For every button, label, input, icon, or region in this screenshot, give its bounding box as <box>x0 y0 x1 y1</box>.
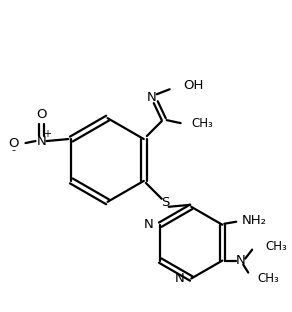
Text: N: N <box>36 134 46 148</box>
Text: NH₂: NH₂ <box>242 214 267 227</box>
Text: CH₃: CH₃ <box>192 117 213 129</box>
Text: N: N <box>175 272 184 285</box>
Text: CH₃: CH₃ <box>265 240 287 253</box>
Text: N: N <box>147 91 157 104</box>
Text: N: N <box>143 218 153 231</box>
Text: OH: OH <box>184 79 204 92</box>
Text: S: S <box>161 196 170 209</box>
Text: O: O <box>8 137 19 149</box>
Text: -: - <box>12 145 15 155</box>
Text: O: O <box>36 108 47 121</box>
Text: CH₃: CH₃ <box>257 272 279 285</box>
Text: +: + <box>43 129 51 139</box>
Text: N: N <box>235 254 245 267</box>
